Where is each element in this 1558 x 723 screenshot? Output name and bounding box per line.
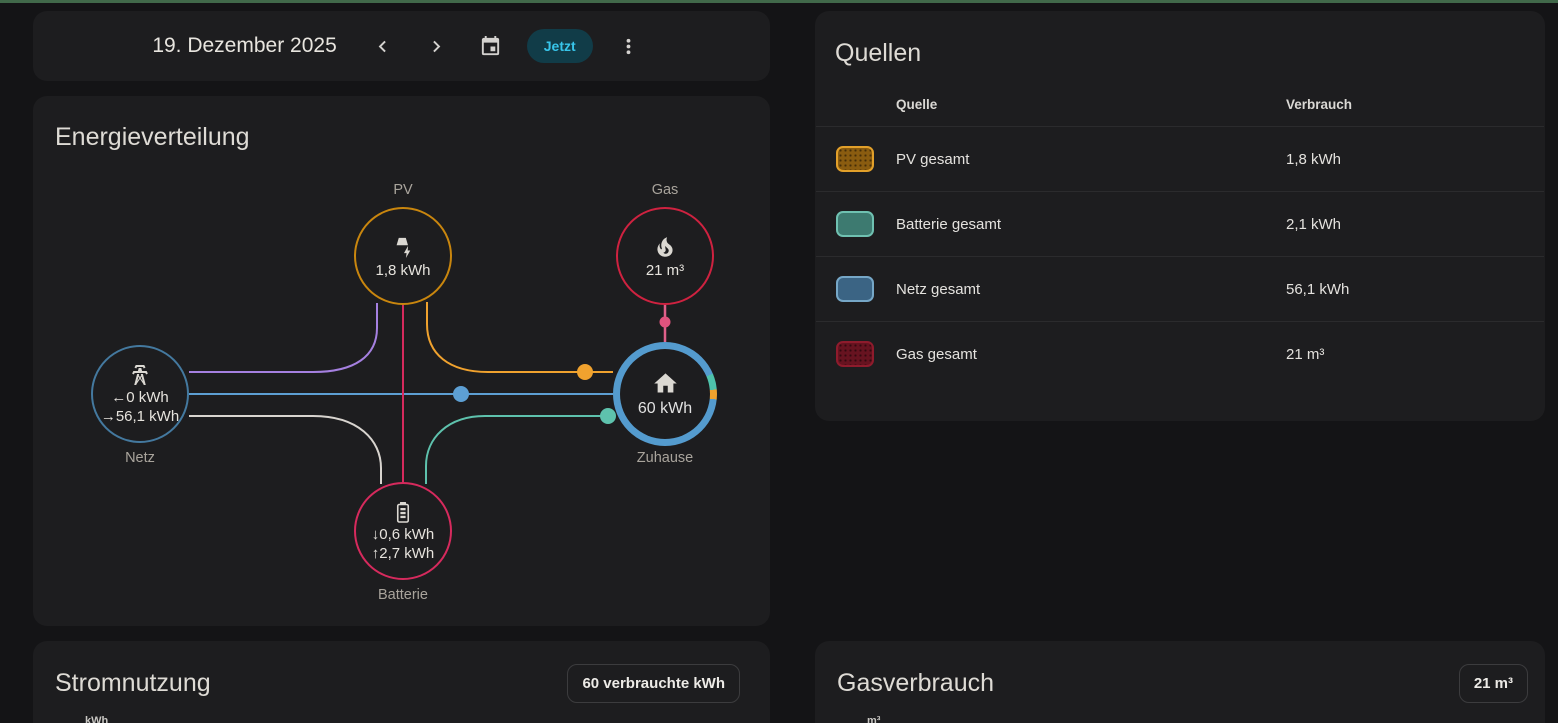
card-title: Quellen <box>835 39 922 67</box>
swatch-grid <box>836 276 874 302</box>
date-label: 19. Dezember 2025 <box>152 34 337 57</box>
date-toolbar: 19. Dezember 2025 Jetzt <box>33 11 770 81</box>
card-title: Stromnutzung <box>55 668 211 697</box>
node-battery[interactable]: ↓0,6 kWh ↑2,7 kWh <box>354 482 452 580</box>
source-value: 1,8 kWh <box>1286 150 1342 168</box>
energy-dashboard: 19. Dezember 2025 Jetzt Energieverteilun… <box>0 3 1558 723</box>
table-row: Batterie gesamt 2,1 kWh <box>816 191 1544 256</box>
prev-date-button[interactable] <box>361 24 405 68</box>
calendar-button[interactable] <box>469 24 513 68</box>
source-value: 56,1 kWh <box>1286 280 1350 298</box>
top-accent-strip <box>0 0 1558 3</box>
menu-button[interactable] <box>607 24 651 68</box>
electricity-usage-card: Stromnutzung 60 verbrauchte kWh kWh <box>33 641 770 723</box>
table-header: Quelle Verbrauch <box>816 82 1544 126</box>
node-value-gas: 21 m³ <box>645 261 685 279</box>
y-axis-label: kWh <box>85 715 109 723</box>
node-value-battery-in: ↓0,6 kWh <box>371 526 435 543</box>
swatch-gas <box>836 341 874 367</box>
gas-usage-card: Gasverbrauch 21 m³ m³ <box>815 641 1545 723</box>
swatch-battery <box>836 211 874 237</box>
source-label: Batterie gesamt <box>896 215 1002 233</box>
solar-power-icon <box>396 237 411 258</box>
flow-dot-gas <box>659 316 671 328</box>
home-icon <box>653 373 677 393</box>
column-header-source: Quelle <box>896 96 938 112</box>
card-title: Gasverbrauch <box>837 668 995 697</box>
table-row: Netz gesamt 56,1 kWh <box>816 256 1544 321</box>
flow-pv-to-grid <box>189 303 378 373</box>
transmission-tower-icon <box>132 365 148 385</box>
flow-grid-to-battery <box>189 415 382 484</box>
node-gas[interactable]: 21 m³ <box>616 207 714 305</box>
node-value-grid-import: →56,1 kWh <box>100 408 180 425</box>
table-row: Gas gesamt 21 m³ <box>816 321 1544 386</box>
node-label-home: Zuhause <box>636 450 694 466</box>
node-value-pv: 1,8 kWh <box>375 261 431 279</box>
consumption-badge: 21 m³ <box>1458 663 1528 703</box>
y-axis-label: m³ <box>867 715 881 723</box>
table-row: PV gesamt 1,8 kWh <box>816 126 1544 191</box>
column-header-consumption: Verbrauch <box>1286 96 1353 112</box>
source-label: Gas gesamt <box>896 345 977 363</box>
source-label: Netz gesamt <box>896 280 981 298</box>
flow-dot-grid <box>453 386 469 402</box>
flow-battery-to-home <box>425 415 613 484</box>
node-pv[interactable]: 1,8 kWh <box>354 207 452 305</box>
node-value-battery-out: ↑2,7 kWh <box>371 545 435 562</box>
card-title: Energieverteilung <box>55 123 250 151</box>
node-value-grid-export: ←0 kWh <box>111 389 169 406</box>
today-button[interactable]: Jetzt <box>526 29 593 63</box>
source-value: 2,1 kWh <box>1286 215 1342 233</box>
swatch-pv <box>836 146 874 172</box>
flow-lines <box>189 302 671 484</box>
consumption-badge: 60 verbrauchte kWh <box>567 663 740 703</box>
flow-dot-solar <box>577 364 593 380</box>
energy-flow-diagram: PV 1,8 kWh Gas 21 m³ <box>33 176 770 626</box>
dots-vertical-icon <box>626 38 631 54</box>
flow-dot-battery <box>600 408 616 424</box>
next-date-button[interactable] <box>415 24 459 68</box>
sources-card: Quellen Quelle Verbrauch PV gesamt 1,8 k… <box>815 11 1545 421</box>
node-label-gas: Gas <box>651 182 679 198</box>
chevron-right-icon <box>433 40 441 52</box>
energy-distribution-card: Energieverteilung <box>33 96 770 626</box>
node-label-battery: Batterie <box>378 587 428 603</box>
node-label-grid: Netz <box>125 450 155 466</box>
fire-icon <box>657 236 673 257</box>
battery-icon <box>396 502 410 523</box>
chevron-left-icon <box>378 40 387 52</box>
source-value: 21 m³ <box>1286 345 1325 363</box>
source-label: PV gesamt <box>896 150 970 168</box>
node-home-inner: 60 kWh <box>620 349 710 439</box>
sources-table: Quelle Verbrauch PV gesamt 1,8 kWh Batte… <box>815 82 1545 386</box>
flow-pv-to-home <box>426 302 613 373</box>
node-home[interactable]: 60 kWh <box>613 342 717 446</box>
node-value-home: 60 kWh <box>637 400 693 417</box>
node-grid[interactable]: ←0 kWh →56,1 kWh <box>91 345 189 443</box>
node-label-pv: PV <box>393 182 413 198</box>
calendar-icon <box>482 35 500 55</box>
